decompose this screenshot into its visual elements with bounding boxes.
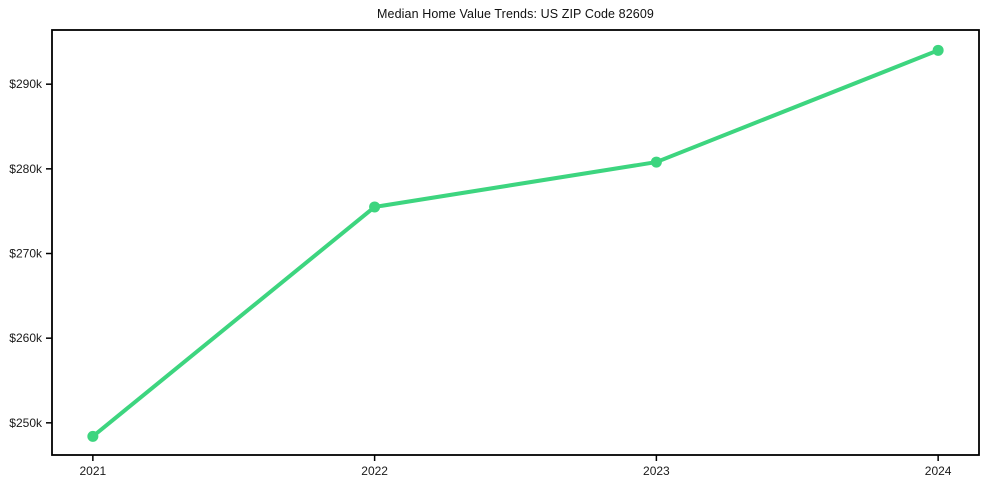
data-point-2021 <box>87 430 99 442</box>
y-tick-label: $290k <box>9 77 43 91</box>
x-tick-label: 2023 <box>643 464 670 478</box>
x-tick-label: 2021 <box>80 464 107 478</box>
data-point-2022 <box>369 201 381 213</box>
trend-line <box>90 48 941 439</box>
data-point-2023 <box>650 156 662 168</box>
plot-frame <box>51 29 980 456</box>
y-tick-label: $250k <box>9 416 43 430</box>
data-point-2024 <box>932 44 944 56</box>
y-tick-label: $270k <box>9 247 43 261</box>
x-tick-label: 2022 <box>361 464 388 478</box>
y-tick-label: $260k <box>9 331 43 345</box>
chart-title: Median Home Value Trends: US ZIP Code 82… <box>377 7 654 21</box>
x-tick-label: 2024 <box>925 464 952 478</box>
y-tick-label: $280k <box>9 162 43 176</box>
